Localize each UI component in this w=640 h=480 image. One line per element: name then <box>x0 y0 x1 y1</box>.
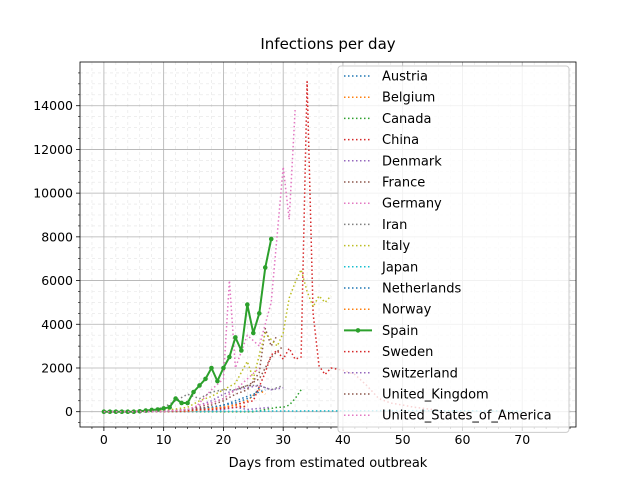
series-point-Spain <box>215 378 220 384</box>
legend-label: Iran <box>382 218 407 233</box>
legend-label: Spain <box>382 324 418 339</box>
series-point-Spain <box>185 400 190 406</box>
series-point-Spain <box>161 406 166 411</box>
y-tick-label: 6000 <box>41 273 73 288</box>
series-point-Spain <box>245 302 250 307</box>
legend-label: Germany <box>382 197 442 212</box>
series-point-Spain <box>203 376 208 382</box>
y-tick-label: 4000 <box>41 317 73 332</box>
axes-frame <box>79 61 577 428</box>
ticks: 0 10 20 30 40 50 60 70 0 2000 4000 6000 8000 10000 120… <box>33 72 571 447</box>
legend-label: United_States_of_America <box>382 409 552 424</box>
series-point-Spain <box>125 409 131 415</box>
x-tick-label: 60 <box>455 432 471 447</box>
series-point-Spain <box>173 396 178 401</box>
x-axis-label: Days from estimated outbreak <box>229 456 428 471</box>
legend-label: Sweden <box>382 345 433 360</box>
x-tick-label: 70 <box>514 432 530 447</box>
series-point-Spain <box>209 365 214 371</box>
series-point-Spain <box>107 409 113 415</box>
series-point-Spain <box>137 408 143 414</box>
series-line-France <box>103 327 278 413</box>
series-point-Spain <box>131 409 137 415</box>
series-point-Spain <box>119 409 125 415</box>
series-point-Spain <box>167 405 172 410</box>
x-tick-label: 50 <box>395 432 411 447</box>
series-point-Spain <box>256 311 262 316</box>
legend-label: Austria <box>382 70 428 85</box>
y-tick-label: 14000 <box>33 98 73 113</box>
series-line-United_States_of_America <box>103 367 260 413</box>
legend: Austria Belgium Canada China Denmark France Ge… <box>337 65 570 433</box>
series-point-Spain <box>197 383 202 388</box>
legend-swatch-marker <box>355 328 361 333</box>
y-tick-label: 12000 <box>33 142 73 157</box>
series-point-Spain <box>179 400 184 406</box>
series-point-Spain <box>268 236 274 242</box>
legend-label: Japan <box>381 260 418 275</box>
series-point-Spain <box>262 265 268 270</box>
legend-label: Denmark <box>382 154 442 169</box>
series-point-Spain <box>113 409 119 415</box>
legend-label: United_Kingdom <box>382 388 489 403</box>
series-line-Italy <box>103 268 332 413</box>
series-point-Spain <box>251 330 256 336</box>
plot-area <box>101 80 523 415</box>
legend-label: Norway <box>382 303 432 318</box>
legend-box <box>337 65 570 433</box>
chart-title: Infections per day <box>260 35 395 53</box>
x-tick-label: 30 <box>275 432 291 447</box>
legend-label: China <box>382 133 419 148</box>
series-point-Spain <box>233 335 238 340</box>
series-line-Iran <box>103 384 284 413</box>
x-tick-label: 20 <box>215 432 231 447</box>
y-tick-label: 2000 <box>41 360 73 375</box>
y-tick-label: 8000 <box>41 229 73 244</box>
series-line-Switzerland <box>103 384 284 413</box>
legend-label: Italy <box>382 239 411 254</box>
x-tick-label: 0 <box>100 432 108 447</box>
y-tick-label: 10000 <box>33 186 73 201</box>
legend-label: France <box>382 176 425 191</box>
series-point-Spain <box>191 389 196 395</box>
legend-label: Belgium <box>382 91 435 106</box>
x-tick-label: 40 <box>335 432 351 447</box>
series-point-Spain <box>221 365 226 371</box>
legend-label: Netherlands <box>382 282 461 297</box>
series-point-Spain <box>239 348 244 353</box>
y-tick-label: 0 <box>65 404 73 419</box>
legend-label: Switzerland <box>382 366 458 381</box>
series-point-Spain <box>227 354 232 360</box>
legend-label: Canada <box>382 112 431 127</box>
x-tick-label: 10 <box>156 432 172 447</box>
